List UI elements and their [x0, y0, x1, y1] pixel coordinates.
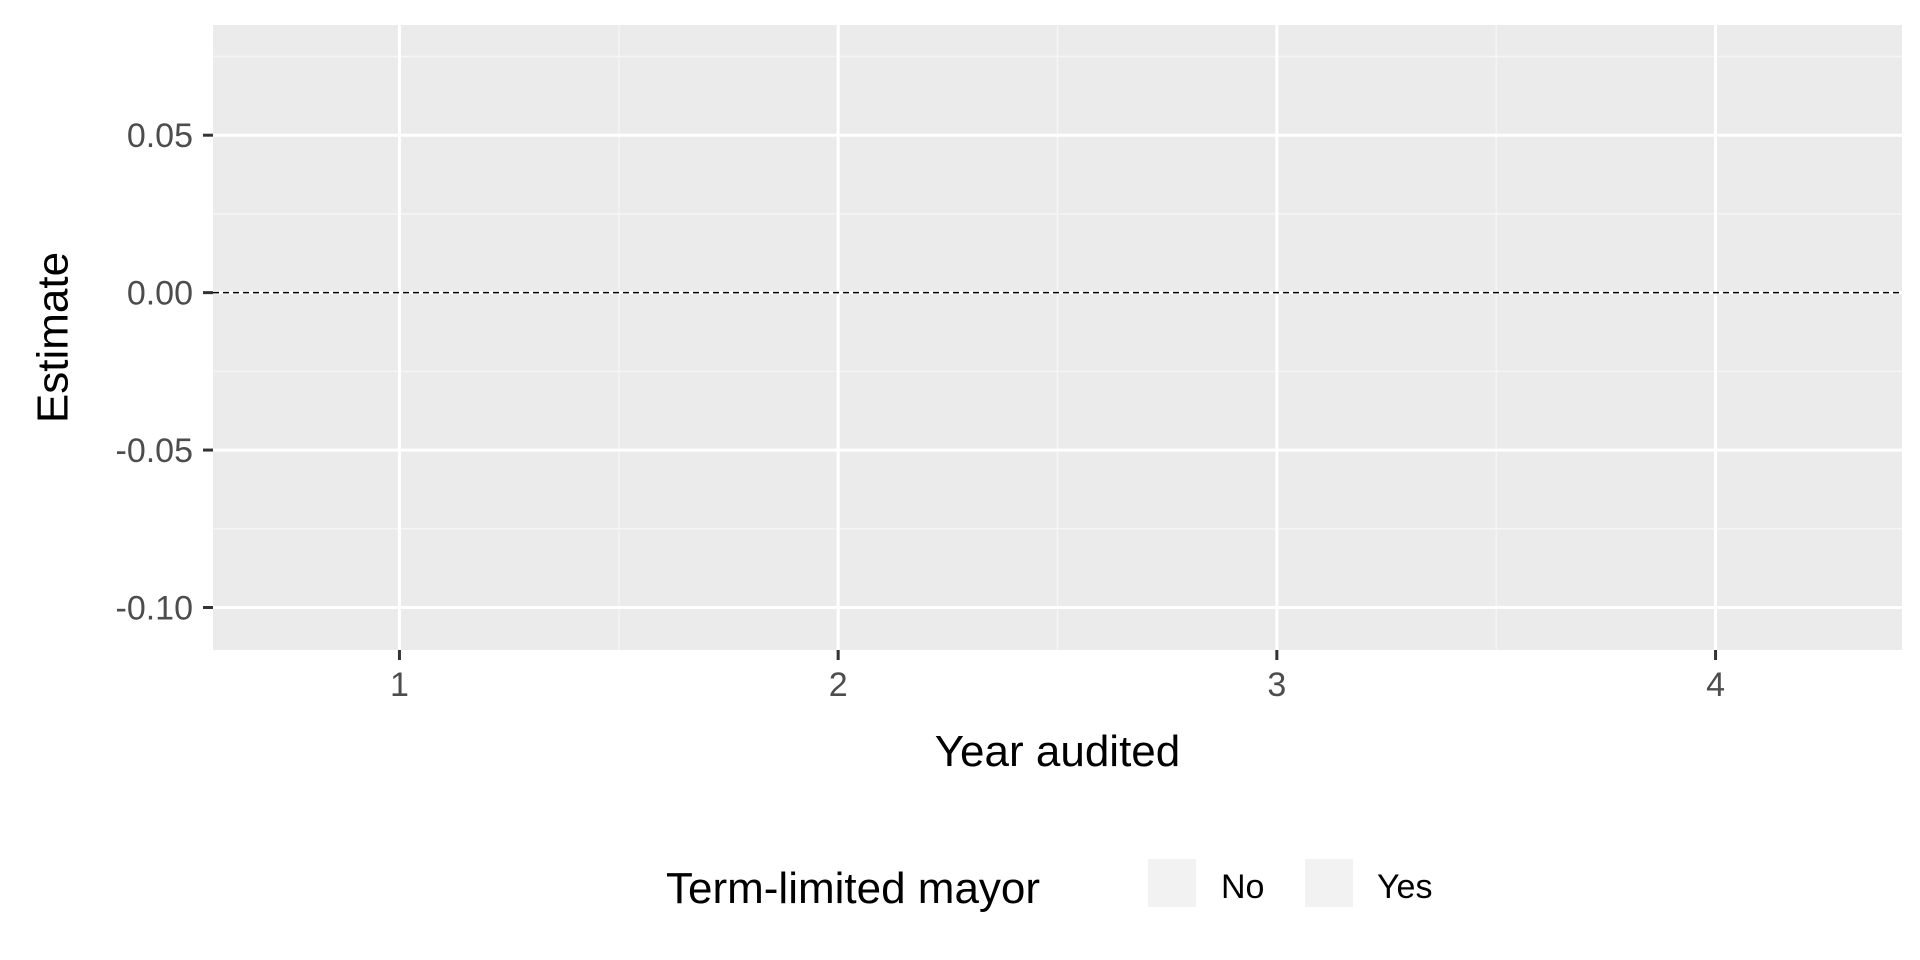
minor-gridlines-x — [618, 25, 1497, 650]
legend-label-yes: Yes — [1377, 868, 1432, 906]
legend-entries: No Yes — [1148, 859, 1432, 907]
y-tick-label: 0.00 — [127, 275, 193, 313]
x-axis-title: Year audited — [935, 727, 1180, 776]
x-tick-label: 4 — [1706, 666, 1725, 704]
y-tick-label: 0.05 — [127, 117, 193, 155]
y-tick-label: -0.05 — [116, 432, 194, 470]
x-tick-label: 1 — [390, 666, 409, 704]
legend-key-no — [1148, 859, 1196, 907]
legend-title: Term-limited mayor — [666, 864, 1040, 913]
y-axis-ticks: 0.05 0.00 -0.05 -0.10 — [116, 117, 213, 627]
legend-key-yes — [1305, 859, 1353, 907]
legend-label-no: No — [1221, 868, 1264, 906]
x-tick-label: 2 — [829, 666, 848, 704]
y-tick-label: -0.10 — [116, 589, 194, 627]
y-axis-title: Estimate — [28, 252, 77, 423]
x-axis-ticks: 1 2 3 4 — [390, 650, 1725, 704]
major-gridlines-x — [397, 25, 1718, 650]
x-tick-label: 3 — [1267, 666, 1286, 704]
legend: Term-limited mayor No Yes — [666, 859, 1432, 913]
